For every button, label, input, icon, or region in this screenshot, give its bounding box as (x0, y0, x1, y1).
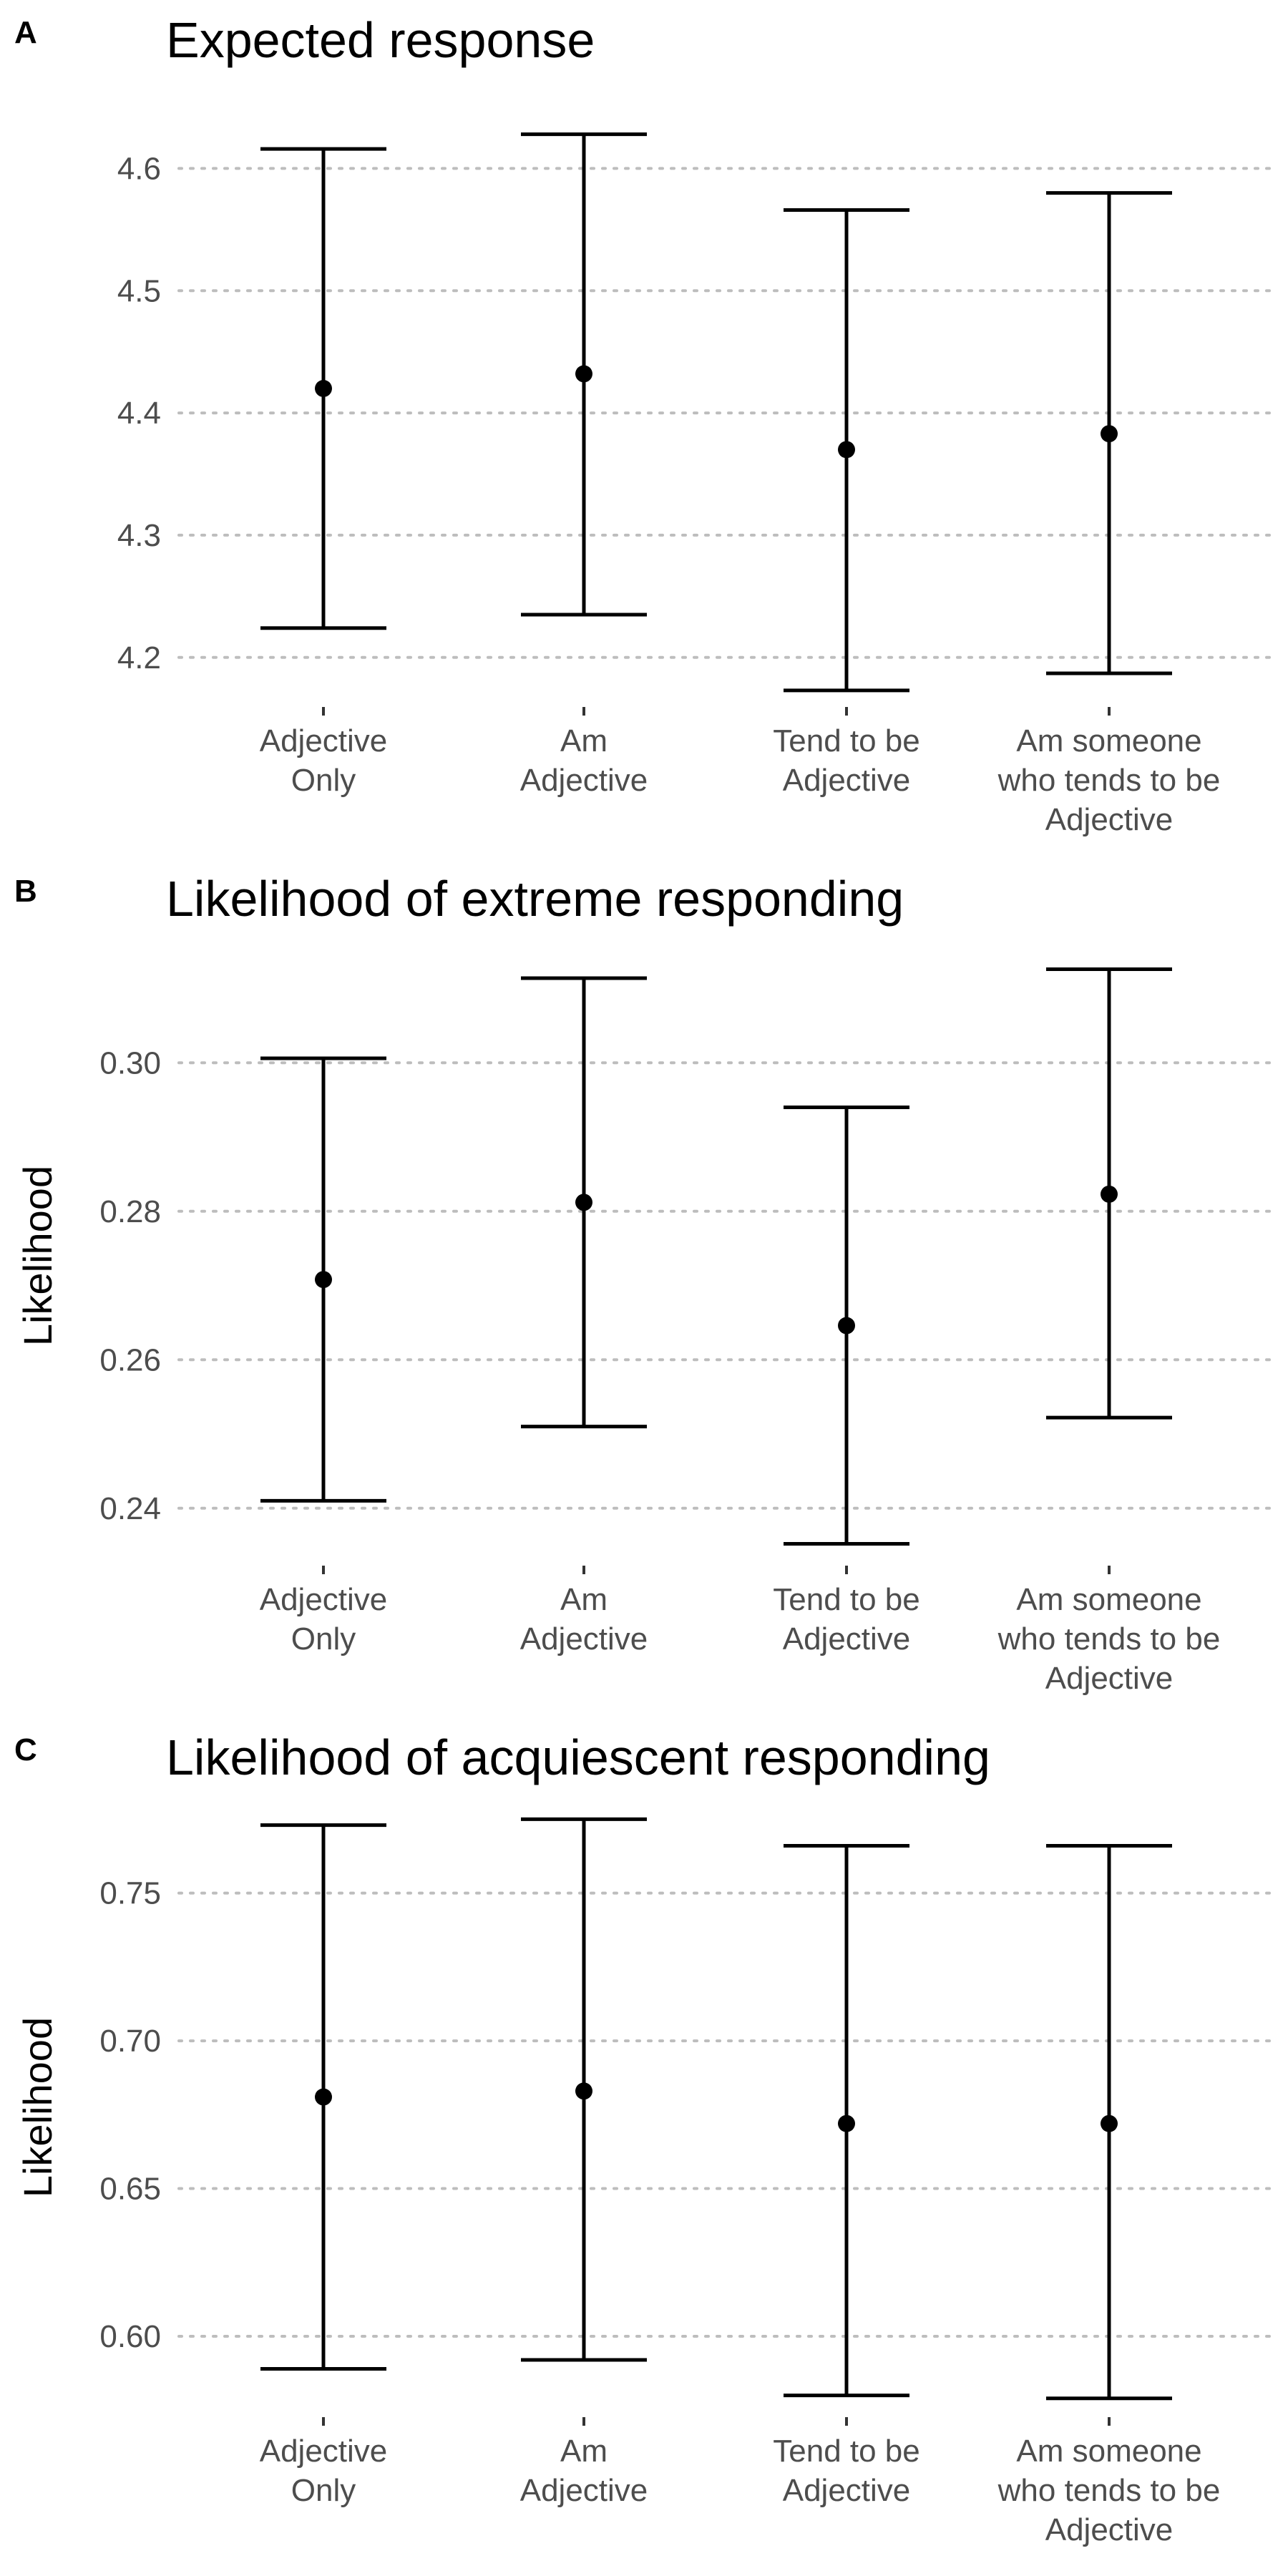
panel-a: A Expected response 4.2 4.3 4.4 4.5 4.6 Adjecti… (14, 12, 1275, 837)
y-tick-label: 4.4 (117, 396, 161, 431)
panel-title: Likelihood of extreme responding (166, 871, 904, 927)
x-category-label-line: Adjective (1045, 2512, 1174, 2547)
x-category-label: Adjective Only (260, 2434, 388, 2508)
data-point (838, 1317, 855, 1335)
x-category-label-line: Adjective (783, 763, 911, 798)
x-category-label-line: Am someone (1016, 2434, 1201, 2469)
data-point (1101, 1185, 1118, 1203)
panel-b: B Likelihood of extreme responding Likelih… (14, 871, 1275, 1696)
panel-letter: A (14, 15, 37, 50)
x-category-label-line: Am (560, 1582, 608, 1617)
x-category-label-line: Adjective (520, 2473, 648, 2508)
data-point (575, 1194, 592, 1211)
y-tick-label: 4.2 (117, 640, 161, 675)
x-category-label: Am someone who tends to be Adjective (997, 2434, 1221, 2547)
x-category-label: Tend to be Adjective (773, 2434, 920, 2508)
error-bar-group (521, 976, 647, 1429)
x-category-label-line: Adjective (260, 1582, 388, 1617)
y-axis-label: Likelihood (15, 2017, 60, 2197)
error-bar-group (521, 132, 647, 617)
data-point (1101, 2114, 1118, 2132)
data-point (575, 2082, 592, 2100)
x-category-label-line: Am someone (1016, 1582, 1201, 1617)
error-bar-group (1046, 191, 1172, 675)
x-category-label-line: Tend to be (773, 723, 920, 758)
panel-letter: C (14, 1732, 37, 1767)
x-category-label: Am Adjective (520, 723, 648, 798)
x-category-label-line: who tends to be (997, 2473, 1221, 2508)
error-bar-group (1046, 1844, 1172, 2401)
x-category-label-line: Adjective (1045, 1661, 1174, 1696)
x-category-label-line: Adjective (1045, 802, 1174, 837)
x-category-label-line: Tend to be (773, 2434, 920, 2469)
x-category-label-line: Am (560, 723, 608, 758)
data-point (575, 365, 592, 383)
error-bar-group (521, 1817, 647, 2362)
error-bar-group (784, 1106, 909, 1546)
y-tick-label: 4.3 (117, 518, 161, 553)
y-tick-label: 4.5 (117, 273, 161, 308)
x-category-label-line: Am (560, 2434, 608, 2469)
y-tick-label: 0.24 (99, 1491, 161, 1526)
data-point (1101, 425, 1118, 443)
data-point (315, 2088, 332, 2106)
error-bar-group (1046, 967, 1172, 1420)
y-tick-label: 0.70 (99, 2024, 161, 2059)
x-category-label-line: Adjective (260, 2434, 388, 2469)
panel-c: C Likelihood of acquiescent responding Lik… (14, 1729, 1275, 2547)
y-tick-label: 0.60 (99, 2319, 161, 2354)
error-bar-group (260, 1056, 386, 1503)
y-tick-label: 0.28 (99, 1194, 161, 1229)
x-category-label-line: who tends to be (997, 1621, 1221, 1657)
y-tick-label: 0.30 (99, 1045, 161, 1080)
x-category-label-line: Only (291, 763, 356, 798)
x-category-label: Am someone who tends to be Adjective (997, 1582, 1221, 1696)
x-category-label: Am someone who tends to be Adjective (997, 723, 1221, 837)
x-category-label: Adjective Only (260, 1582, 388, 1657)
y-tick-label: 0.65 (99, 2172, 161, 2207)
x-category-label-line: who tends to be (997, 763, 1221, 798)
error-bar-group (784, 1844, 909, 2398)
y-tick-label: 4.6 (117, 151, 161, 186)
y-axis-label: Likelihood (15, 1166, 60, 1346)
x-category-label-line: Adjective (783, 2473, 911, 2508)
x-category-label: Adjective Only (260, 723, 388, 798)
data-point (838, 2114, 855, 2132)
x-category-label: Am Adjective (520, 2434, 648, 2508)
data-point (315, 1271, 332, 1289)
panel-title: Likelihood of acquiescent responding (166, 1729, 990, 1785)
data-point (838, 441, 855, 459)
x-category-label-line: Only (291, 1621, 356, 1657)
data-point (315, 379, 332, 397)
error-bar-group (260, 147, 386, 630)
error-bar-group (784, 208, 909, 693)
x-category-label-line: Adjective (520, 763, 648, 798)
error-bar-group (260, 1823, 386, 2371)
x-category-label: Tend to be Adjective (773, 723, 920, 798)
panel-letter: B (14, 874, 37, 909)
x-category-label-line: Adjective (783, 1621, 911, 1657)
y-tick-label: 0.26 (99, 1342, 161, 1377)
x-category-label: Am Adjective (520, 1582, 648, 1657)
x-category-label-line: Tend to be (773, 1582, 920, 1617)
x-category-label-line: Adjective (520, 1621, 648, 1657)
x-category-label: Tend to be Adjective (773, 1582, 920, 1657)
x-category-label-line: Am someone (1016, 723, 1201, 758)
panel-title: Expected response (166, 12, 595, 68)
x-category-label-line: Adjective (260, 723, 388, 758)
y-tick-label: 0.75 (99, 1876, 161, 1911)
x-category-label-line: Only (291, 2473, 356, 2508)
